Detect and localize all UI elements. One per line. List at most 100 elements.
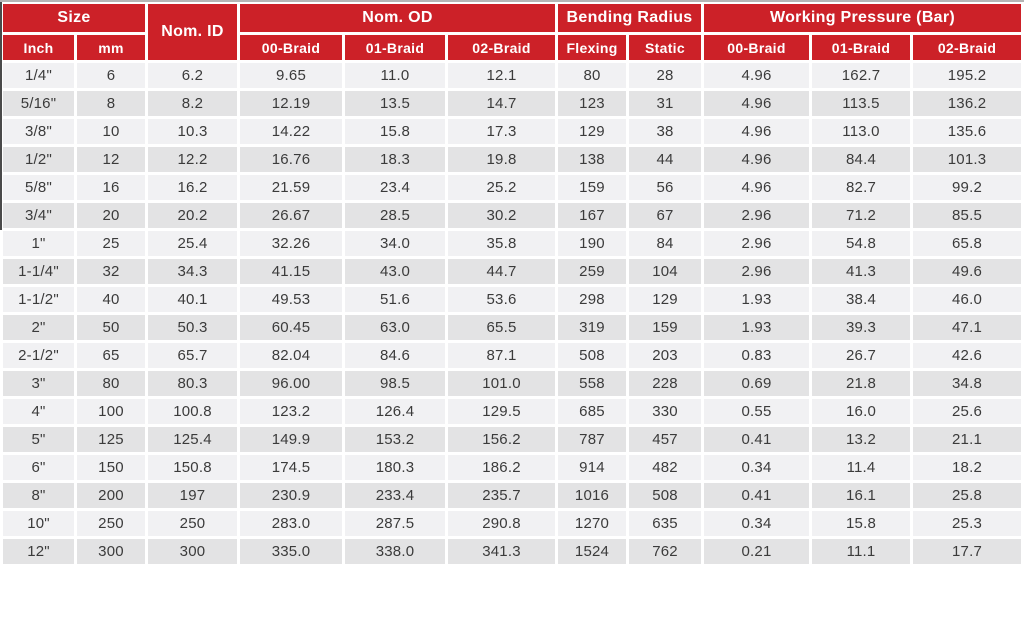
table-cell: 290.8 xyxy=(448,511,555,536)
table-cell: 300 xyxy=(148,539,237,564)
table-cell: 101.0 xyxy=(448,371,555,396)
table-cell: 98.5 xyxy=(345,371,445,396)
table-cell: 30.2 xyxy=(448,203,555,228)
table-cell: 16.2 xyxy=(148,175,237,200)
table-cell: 1.93 xyxy=(704,287,810,312)
table-cell: 10 xyxy=(77,119,145,144)
table-cell: 123.2 xyxy=(240,399,342,424)
table-cell: 65 xyxy=(77,343,145,368)
table-cell: 6.2 xyxy=(148,63,237,88)
table-cell: 11.1 xyxy=(812,539,911,564)
table-cell: 47.1 xyxy=(913,315,1022,340)
table-cell: 3" xyxy=(3,371,74,396)
subheader-wp-01-braid: 01-Braid xyxy=(812,35,911,60)
table-cell: 16.1 xyxy=(812,483,911,508)
table-cell: 150.8 xyxy=(148,455,237,480)
table-cell: 28.5 xyxy=(345,203,445,228)
subheader-inch: Inch xyxy=(3,35,74,60)
table-cell: 180.3 xyxy=(345,455,445,480)
table-cell: 50 xyxy=(77,315,145,340)
table-cell: 138 xyxy=(558,147,626,172)
table-cell: 60.45 xyxy=(240,315,342,340)
table-row: 1-1/4" 32 34.3 41.15 43.0 44.7 259 104 2.96 41.3 4… xyxy=(3,259,1022,284)
table-cell: 67 xyxy=(629,203,702,228)
table-cell: 18.2 xyxy=(913,455,1022,480)
table-cell: 113.0 xyxy=(812,119,911,144)
table-cell: 20.2 xyxy=(148,203,237,228)
subheader-wp-02-braid: 02-Braid xyxy=(913,35,1022,60)
table-cell: 18.3 xyxy=(345,147,445,172)
table-row: 5" 125 125.4 149.9 153.2 156.2 787 457 0.41 13.2 2… xyxy=(3,427,1022,452)
table-cell: 25.8 xyxy=(913,483,1022,508)
table-cell: 10.3 xyxy=(148,119,237,144)
header-size: Size xyxy=(3,4,145,32)
table-cell: 0.41 xyxy=(704,427,810,452)
table-cell: 63.0 xyxy=(345,315,445,340)
table-cell: 259 xyxy=(558,259,626,284)
table-cell: 0.41 xyxy=(704,483,810,508)
table-cell: 300 xyxy=(77,539,145,564)
table-row: 5/8" 16 16.2 21.59 23.4 25.2 159 56 4.96 82.7 99.2 xyxy=(3,175,1022,200)
table-cell: 34.0 xyxy=(345,231,445,256)
table-row: 2-1/2" 65 65.7 82.04 84.6 87.1 508 203 0.83 26.7 4… xyxy=(3,343,1022,368)
table-cell: 0.34 xyxy=(704,455,810,480)
table-cell: 14.22 xyxy=(240,119,342,144)
table-cell: 25 xyxy=(77,231,145,256)
table-cell: 38 xyxy=(629,119,702,144)
table-cell: 99.2 xyxy=(913,175,1022,200)
subheader-mm: mm xyxy=(77,35,145,60)
table-cell: 26.7 xyxy=(812,343,911,368)
table-cell: 126.4 xyxy=(345,399,445,424)
table-cell: 5/8" xyxy=(3,175,74,200)
table-cell: 113.5 xyxy=(812,91,911,116)
table-cell: 71.2 xyxy=(812,203,911,228)
table-cell: 80.3 xyxy=(148,371,237,396)
table-cell: 6 xyxy=(77,63,145,88)
table-cell: 19.8 xyxy=(448,147,555,172)
table-cell: 14.7 xyxy=(448,91,555,116)
table-cell: 0.69 xyxy=(704,371,810,396)
table-cell: 457 xyxy=(629,427,702,452)
table-cell: 50.3 xyxy=(148,315,237,340)
table-cell: 2" xyxy=(3,315,74,340)
table-row: 4" 100 100.8 123.2 126.4 129.5 685 330 0.55 16.0 2… xyxy=(3,399,1022,424)
table-cell: 32 xyxy=(77,259,145,284)
subheader-od-01-braid: 01-Braid xyxy=(345,35,445,60)
table-cell: 25.3 xyxy=(913,511,1022,536)
table-cell: 104 xyxy=(629,259,702,284)
table-cell: 197 xyxy=(148,483,237,508)
table-cell: 15.8 xyxy=(345,119,445,144)
table-row: 3/4" 20 20.2 26.67 28.5 30.2 167 67 2.96 71.2 85.5 xyxy=(3,203,1022,228)
table-cell: 136.2 xyxy=(913,91,1022,116)
table-cell: 101.3 xyxy=(913,147,1022,172)
table-cell: 31 xyxy=(629,91,702,116)
table-cell: 54.8 xyxy=(812,231,911,256)
table-cell: 156.2 xyxy=(448,427,555,452)
table-cell: 508 xyxy=(629,483,702,508)
table-cell: 12 xyxy=(77,147,145,172)
table-cell: 914 xyxy=(558,455,626,480)
table-cell: 16.0 xyxy=(812,399,911,424)
table-cell: 84.6 xyxy=(345,343,445,368)
header-bending-radius: Bending Radius xyxy=(558,4,702,32)
table-cell: 508 xyxy=(558,343,626,368)
table-cell: 2.96 xyxy=(704,231,810,256)
table-cell: 12.1 xyxy=(448,63,555,88)
table-cell: 341.3 xyxy=(448,539,555,564)
table-cell: 56 xyxy=(629,175,702,200)
table-cell: 685 xyxy=(558,399,626,424)
table-cell: 53.6 xyxy=(448,287,555,312)
table-cell: 34.8 xyxy=(913,371,1022,396)
table-cell: 44.7 xyxy=(448,259,555,284)
table-cell: 0.83 xyxy=(704,343,810,368)
table-cell: 32.26 xyxy=(240,231,342,256)
table-cell: 129 xyxy=(558,119,626,144)
header-nom-od: Nom. OD xyxy=(240,4,555,32)
table-row: 3/8" 10 10.3 14.22 15.8 17.3 129 38 4.96 113.0 135… xyxy=(3,119,1022,144)
table-cell: 1524 xyxy=(558,539,626,564)
sub-header-row: Inch mm 00-Braid 01-Braid 02-Braid Flexi… xyxy=(3,35,1022,60)
table-cell: 203 xyxy=(629,343,702,368)
table-cell: 283.0 xyxy=(240,511,342,536)
table-cell: 338.0 xyxy=(345,539,445,564)
scan-edge-artifact xyxy=(0,2,2,230)
